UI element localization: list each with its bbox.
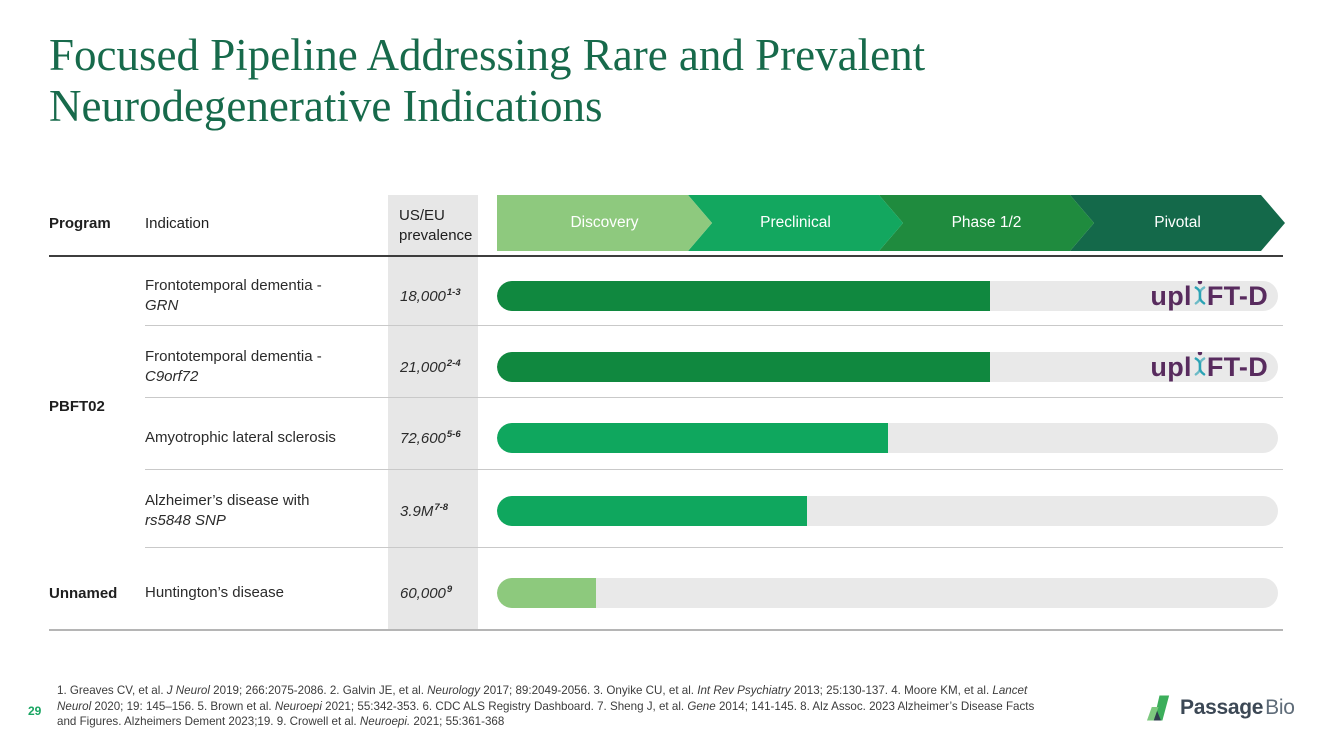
indication-cell: Alzheimer’s disease with rs5848 SNP — [145, 492, 310, 529]
dna-helix-icon — [1194, 352, 1206, 376]
phase-chevron-phase-1-2: Phase 1/2 — [879, 195, 1094, 251]
page-number: 29 — [28, 704, 42, 718]
passage-bio-wordmark-light: Bio — [1265, 696, 1295, 719]
indication-cell: Amyotrophic lateral sclerosis — [145, 429, 336, 446]
footnotes-text: 1. Greaves CV, et al. J Neurol 2019; 266… — [57, 683, 1132, 730]
indication-cell: Frontotemporal dementia - C9orf72 — [145, 348, 322, 385]
uplift-logo-suffix: FT-D — [1206, 352, 1268, 382]
program-group-unnamed: Unnamed — [49, 585, 118, 602]
slide-title-line1: Focused Pipeline Addressing Rare and Pre… — [49, 30, 926, 80]
progress-track — [497, 578, 1278, 608]
header-divider-line — [49, 255, 1283, 257]
pipeline-row: Huntington’s disease 60,0009 — [49, 563, 1283, 623]
uplift-d-logo: upl FT-D — [1150, 281, 1268, 311]
progress-track: upl FT-D — [497, 352, 1278, 382]
pipeline-row: Frontotemporal dementia - GRN 18,0001-3 up… — [49, 266, 1283, 326]
footnote-line: and Figures. Alzheimers Dement 2023;19. … — [57, 715, 505, 729]
prevalence-cell: 18,0001-3 — [400, 287, 461, 305]
phase-chevrons: Discovery Preclinical Phase 1/2 Pivotal — [497, 195, 1285, 251]
column-header-indication: Indication — [145, 215, 210, 232]
passage-bio-logo: Passage Bio — [1146, 694, 1295, 722]
progress-fill — [497, 578, 597, 608]
footnote-line: 1. Greaves CV, et al. J Neurol 2019; 266… — [57, 684, 1028, 697]
program-group-pbft02: PBFT02 — [49, 398, 105, 415]
progress-fill — [497, 423, 889, 453]
uplift-logo-suffix: FT-D — [1206, 281, 1268, 311]
progress-track: upl FT-D — [497, 281, 1278, 311]
phase-chevron-preclinical: Preclinical — [688, 195, 903, 251]
prevalence-column-background — [388, 195, 478, 629]
prevalence-cell: 60,0009 — [400, 584, 453, 602]
passage-bio-mark-icon — [1146, 695, 1170, 721]
passage-bio-wordmark-bold: Passage — [1180, 696, 1264, 719]
progress-track — [497, 496, 1278, 526]
uplift-logo-prefix: upl — [1150, 352, 1192, 382]
column-header-program: Program — [49, 215, 111, 232]
table-bottom-line — [49, 629, 1283, 631]
phase-chevron-label: Discovery — [570, 214, 639, 231]
footnote-line: Neurol 2020; 19: 145–156. 5. Brown et al… — [57, 699, 1035, 713]
slide-title-line2: Neurodegenerative Indications — [49, 81, 603, 131]
phase-chevron-discovery: Discovery — [497, 195, 712, 251]
row-separator — [145, 325, 1283, 326]
progress-track — [497, 423, 1278, 453]
prevalence-cell: 3.9M7-8 — [400, 502, 449, 520]
column-header-prevalence: US/EU prevalence — [399, 207, 473, 244]
prevalence-cell: 21,0002-4 — [400, 358, 461, 376]
dna-helix-icon — [1194, 281, 1206, 305]
progress-fill — [497, 352, 990, 382]
row-separator — [145, 469, 1283, 470]
row-separator — [145, 547, 1283, 548]
row-separator — [145, 397, 1283, 398]
uplift-d-logo: upl FT-D — [1150, 352, 1268, 382]
progress-fill — [497, 496, 808, 526]
phase-chevron-label: Preclinical — [760, 214, 831, 231]
phase-chevron-label: Phase 1/2 — [951, 214, 1022, 231]
phase-chevron-label: Pivotal — [1154, 214, 1201, 231]
prevalence-cell: 72,6005-6 — [400, 429, 461, 447]
phase-chevron-pivotal: Pivotal — [1070, 195, 1285, 251]
pipeline-row: Amyotrophic lateral sclerosis 72,6005-6 — [49, 406, 1283, 470]
pipeline-row: Frontotemporal dementia - C9orf72 21,0002-… — [49, 336, 1283, 398]
progress-fill — [497, 281, 990, 311]
slide-title: Focused Pipeline Addressing Rare and Pre… — [49, 30, 1209, 132]
indication-cell: Huntington’s disease — [145, 584, 284, 601]
pipeline-row: Alzheimer’s disease with rs5848 SNP 3.9M7-… — [49, 474, 1283, 548]
uplift-logo-prefix: upl — [1150, 281, 1192, 311]
indication-cell: Frontotemporal dementia - GRN — [145, 277, 322, 314]
